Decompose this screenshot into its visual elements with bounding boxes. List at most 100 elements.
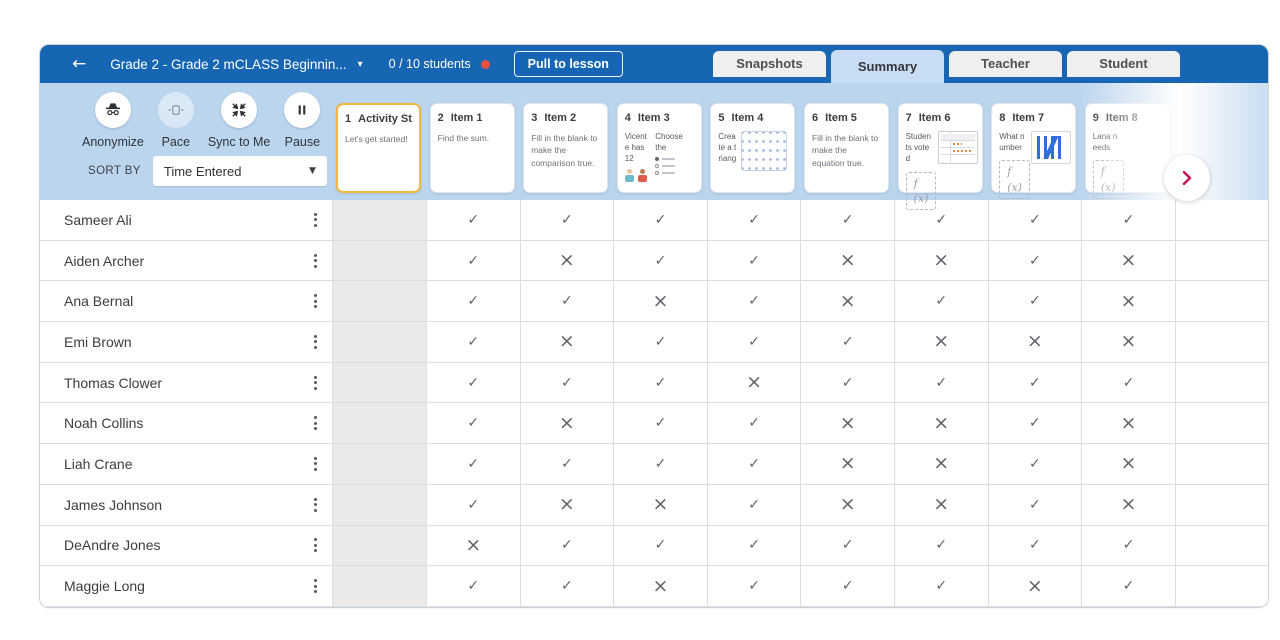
check-icon: ✓	[1028, 374, 1041, 391]
empty-cell	[1174, 566, 1268, 606]
check-icon: ✓	[748, 578, 760, 595]
check-icon: ✓	[467, 415, 480, 432]
kebab-menu-icon[interactable]	[298, 322, 332, 362]
check-icon: ✓	[1028, 211, 1041, 228]
back-arrow-icon[interactable]: ←	[72, 54, 87, 74]
item-card-2[interactable]: 2 Item 1 Find the sum.	[429, 103, 515, 193]
x-icon: ×	[558, 330, 575, 353]
x-icon: ×	[1026, 330, 1043, 353]
mark-cell: ✓	[893, 200, 988, 240]
kebab-menu-icon[interactable]	[298, 566, 332, 606]
presentation-icon	[157, 92, 194, 128]
item-card-text: Let's get started!	[345, 134, 408, 144]
item-card-9[interactable]: 9 Item 8 Lana needsf(x)	[1084, 103, 1170, 200]
tab-teacher[interactable]: Teacher	[949, 51, 1062, 77]
student-name: Aiden Archer	[64, 252, 145, 269]
kebab-menu-icon[interactable]	[298, 363, 332, 403]
check-icon: ✓	[1028, 293, 1041, 310]
mark-cell: ✓	[613, 525, 707, 566]
kebab-menu-icon[interactable]	[298, 200, 332, 240]
item-card-3[interactable]: 3 Item 2 Fill in the blank to make the com…	[523, 103, 609, 193]
item-card-7[interactable]: 7 Item 6 Students votedf(x)	[897, 103, 983, 211]
student-row: Thomas Clower ✓ ✓ ✓ × ✓ ✓ ✓ ✓	[40, 362, 1268, 404]
item-card-preview: Vicente has 12 Choose the	[624, 131, 694, 182]
check-icon: ✓	[935, 537, 948, 554]
item-label: Item 4	[731, 112, 764, 124]
mark-cell: ×	[800, 444, 894, 484]
check-icon: ✓	[935, 374, 948, 391]
mark-cell: ✓	[987, 240, 1082, 281]
radio-option-icon	[655, 157, 694, 162]
check-icon: ✓	[935, 293, 948, 310]
kebab-menu-icon[interactable]	[298, 526, 332, 566]
geoboard-dots-icon	[741, 131, 788, 171]
sync-to-me-button[interactable]: Sync to Me	[208, 92, 270, 149]
mark-cell: ×	[519, 322, 614, 362]
kebab-menu-icon[interactable]	[298, 241, 332, 281]
check-icon: ✓	[1028, 252, 1041, 269]
x-icon: ×	[465, 533, 482, 556]
kebab-dot	[313, 508, 317, 512]
kebab-dot	[313, 223, 317, 227]
empty-cell	[1174, 200, 1268, 240]
page-title: Grade 2 - Grade 2 mCLASS Beginnin...	[110, 56, 347, 72]
mark-cell: ×	[1081, 444, 1175, 484]
student-row: Emi Brown ✓ × ✓ ✓ ✓ × × ×	[40, 322, 1268, 363]
check-icon: ✓	[1028, 537, 1041, 554]
anonymize-button[interactable]: Anonymize	[82, 92, 144, 149]
check-icon: ✓	[561, 455, 573, 472]
item-card-title: 1 Activity St...	[345, 113, 412, 125]
mark-cell: ×	[1081, 484, 1175, 525]
kebab-dot	[313, 462, 317, 466]
pause-button[interactable]: Pause	[284, 92, 321, 149]
check-icon: ✓	[467, 252, 480, 269]
kebab-dot	[313, 259, 317, 263]
sort-dropdown[interactable]: Time Entered ▼	[152, 156, 327, 186]
student-grid: Sameer Ali ✓ ✓ ✓ ✓ ✓ ✓ ✓ ✓ Aiden Archer ✓ × ✓ ✓ × × ✓ × An…	[40, 200, 1268, 607]
kebab-menu-icon[interactable]	[298, 403, 332, 443]
item-card-5[interactable]: 5 Item 4 Create a triang	[710, 103, 796, 193]
kebab-dot	[313, 381, 317, 385]
sort-by-label: SORT BY	[88, 165, 141, 177]
tab-bar: Snapshots Summary Teacher Student	[713, 45, 1180, 83]
kebab-dot	[313, 543, 317, 547]
item-preview-left: Create a triang	[718, 132, 737, 164]
kebab-menu-icon[interactable]	[298, 444, 332, 484]
student-name: Noah Collins	[64, 415, 144, 432]
tab-snapshots[interactable]: Snapshots	[713, 51, 826, 77]
item-number: 6	[812, 112, 819, 124]
mark-cell: ✓	[893, 362, 988, 403]
item-number: 9	[1092, 112, 1099, 124]
mark-cell: ✓	[426, 322, 520, 362]
check-icon: ✓	[561, 578, 573, 595]
item-card-preview: What numberf(x)	[999, 131, 1072, 200]
item-card-4[interactable]: 4 Item 3 Vicente has 12 Choose the	[616, 103, 702, 193]
item-card-8[interactable]: 8 Item 7 What numberf(x)	[991, 103, 1077, 200]
mark-cell: ✓	[613, 362, 707, 403]
item-label: Item 3	[637, 112, 670, 124]
lesson-selector[interactable]: Grade 2 - Grade 2 mCLASS Beginnin... ▾	[110, 57, 362, 72]
radio-option-icon	[655, 171, 694, 176]
student-name: Sameer Ali	[64, 211, 132, 228]
pull-to-lesson-button[interactable]: Pull to lesson	[513, 51, 623, 77]
next-items-button[interactable]	[1164, 155, 1210, 201]
pace-button[interactable]: Pace	[157, 92, 194, 149]
mark-cell: ✓	[893, 281, 988, 322]
mark-cell: ✓	[426, 200, 520, 240]
tab-student[interactable]: Student	[1067, 51, 1180, 77]
mark-cell: ×	[800, 281, 894, 322]
tab-summary[interactable]: Summary	[831, 50, 944, 83]
kebab-menu-icon[interactable]	[298, 281, 332, 321]
x-icon: ×	[652, 574, 669, 597]
item-card-text: Fill in the blank to make the equation t…	[812, 133, 879, 168]
item-number: 3	[531, 112, 538, 124]
collapse-arrows-icon	[221, 92, 258, 128]
activity-start-cell	[332, 362, 426, 403]
item-card-1[interactable]: 1 Activity St... Let's get started!	[336, 103, 421, 193]
check-icon: ✓	[654, 252, 667, 269]
kebab-menu-icon[interactable]	[298, 485, 332, 525]
check-icon: ✓	[467, 496, 480, 513]
mark-cell: ✓	[800, 525, 894, 566]
mark-cell: ✓	[987, 403, 1082, 444]
item-card-6[interactable]: 6 Item 5 Fill in the blank to make the equ…	[804, 103, 889, 193]
